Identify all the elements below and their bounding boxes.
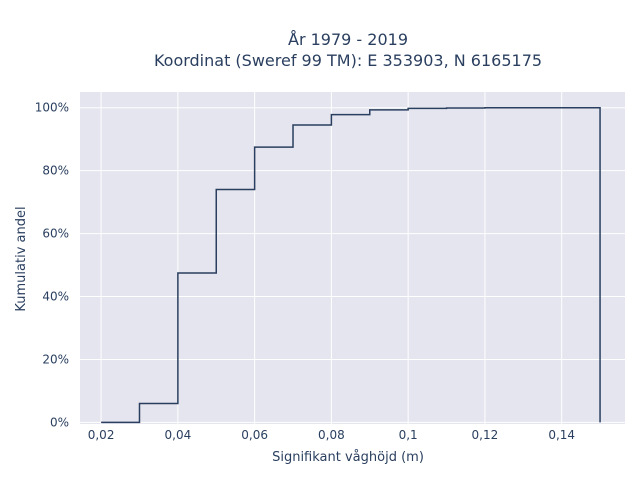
series-layer (101, 106, 601, 424)
x-tick-label: 0,1 (399, 428, 418, 442)
x-tick-label: 0,02 (88, 428, 115, 442)
x-tick-label: 0,06 (241, 428, 268, 442)
x-tick-label: 0,12 (472, 428, 499, 442)
cumulative-step-line (101, 106, 601, 424)
x-axis-ticks: 0,02 0,04 0,06 0,08 0,1 0,12 0,14 (88, 428, 575, 442)
x-tick-label: 0,14 (548, 428, 575, 442)
x-tick-label: 0,08 (318, 428, 345, 442)
y-tick-label: 80% (42, 164, 69, 178)
y-tick-label: 0% (50, 415, 69, 429)
y-tick-label: 20% (42, 352, 69, 366)
x-axis-title: Signifikant våghöjd (m) (272, 450, 424, 465)
y-tick-label: 60% (42, 227, 69, 241)
chart-title-line1: År 1979 - 2019 (288, 30, 408, 49)
y-axis-title: Kumulativ andel (14, 206, 29, 311)
y-tick-label: 40% (42, 290, 69, 304)
x-tick-label: 0,04 (165, 428, 192, 442)
y-axis-ticks: 0% 20% 40% 60% 80% 100% (35, 101, 69, 430)
plot-area (80, 92, 625, 424)
y-tick-label: 100% (35, 101, 69, 115)
chart-title-line2: Koordinat (Sweref 99 TM): E 353903, N 61… (154, 51, 542, 70)
